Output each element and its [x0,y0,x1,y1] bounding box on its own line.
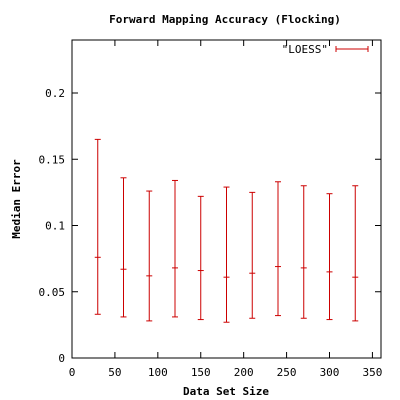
x-tick-label: 300 [320,366,340,379]
error-bar-point [300,185,307,319]
error-bar-point [94,138,101,315]
error-bar-point [172,179,178,318]
x-tick-label: 150 [191,366,211,379]
x-tick-label: 200 [234,366,254,379]
x-tick-label: 50 [108,366,121,379]
data-marks [94,138,359,323]
error-bar-point [223,186,230,323]
legend-label: "LOESS" [282,43,328,56]
x-tick-label: 350 [362,366,382,379]
x-tick-label: 0 [69,366,76,379]
y-tick-label: 0 [58,352,65,365]
error-bar-point [197,195,204,321]
error-bar-point [326,193,333,321]
legend: "LOESS" [282,43,369,56]
error-bar-point [120,177,127,318]
x-tick-label: 100 [148,366,168,379]
plot-frame [71,39,382,359]
x-tick-label: 250 [277,366,297,379]
error-bar-point [352,185,359,322]
y-tick-label: 0.1 [45,220,65,233]
error-bar-point [275,181,281,317]
axis-ticks: 0 50 100 150 200 250 300 350 0 0.05 0.1 0.15 0.2 [39,40,382,379]
error-bar-point [249,191,256,319]
y-tick-label: 0.05 [39,286,66,299]
chart-title: Forward Mapping Accuracy (Flocking) [109,13,341,26]
error-bar-point [146,190,153,322]
y-tick-label: 0.2 [45,87,65,100]
y-tick-label: 0.15 [39,153,66,166]
y-axis-label: Median Error [10,159,23,239]
x-axis-label: Data Set Size [183,385,269,398]
